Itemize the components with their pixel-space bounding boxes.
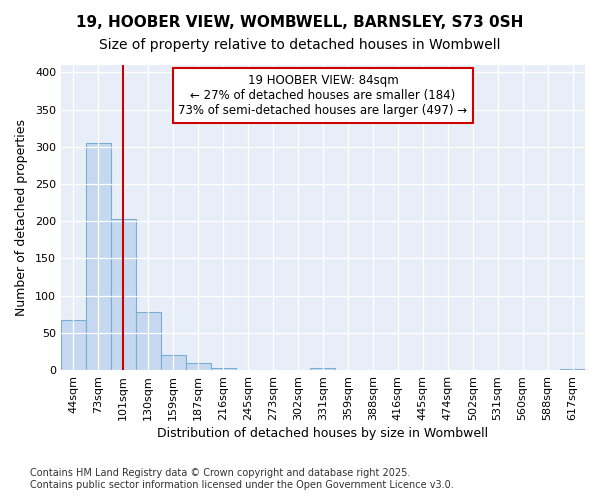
Bar (211, 368, 236, 370)
Text: 19 HOOBER VIEW: 84sqm
← 27% of detached houses are smaller (184)
73% of semi-det: 19 HOOBER VIEW: 84sqm ← 27% of detached … (178, 74, 467, 117)
Bar (136, 312, 161, 370)
X-axis label: Distribution of detached houses by size in Wombwell: Distribution of detached houses by size … (157, 427, 488, 440)
Text: Contains HM Land Registry data © Crown copyright and database right 2025.
Contai: Contains HM Land Registry data © Crown c… (30, 468, 454, 490)
Bar (560, 368, 585, 370)
Text: 19, HOOBER VIEW, WOMBWELL, BARNSLEY, S73 0SH: 19, HOOBER VIEW, WOMBWELL, BARNSLEY, S73… (76, 15, 524, 30)
Bar (310, 368, 335, 370)
Y-axis label: Number of detached properties: Number of detached properties (15, 119, 28, 316)
Bar (186, 362, 211, 370)
Bar (61, 320, 86, 370)
Text: Size of property relative to detached houses in Wombwell: Size of property relative to detached ho… (99, 38, 501, 52)
Bar (161, 355, 186, 370)
Bar (86, 143, 111, 370)
Bar (111, 219, 136, 370)
